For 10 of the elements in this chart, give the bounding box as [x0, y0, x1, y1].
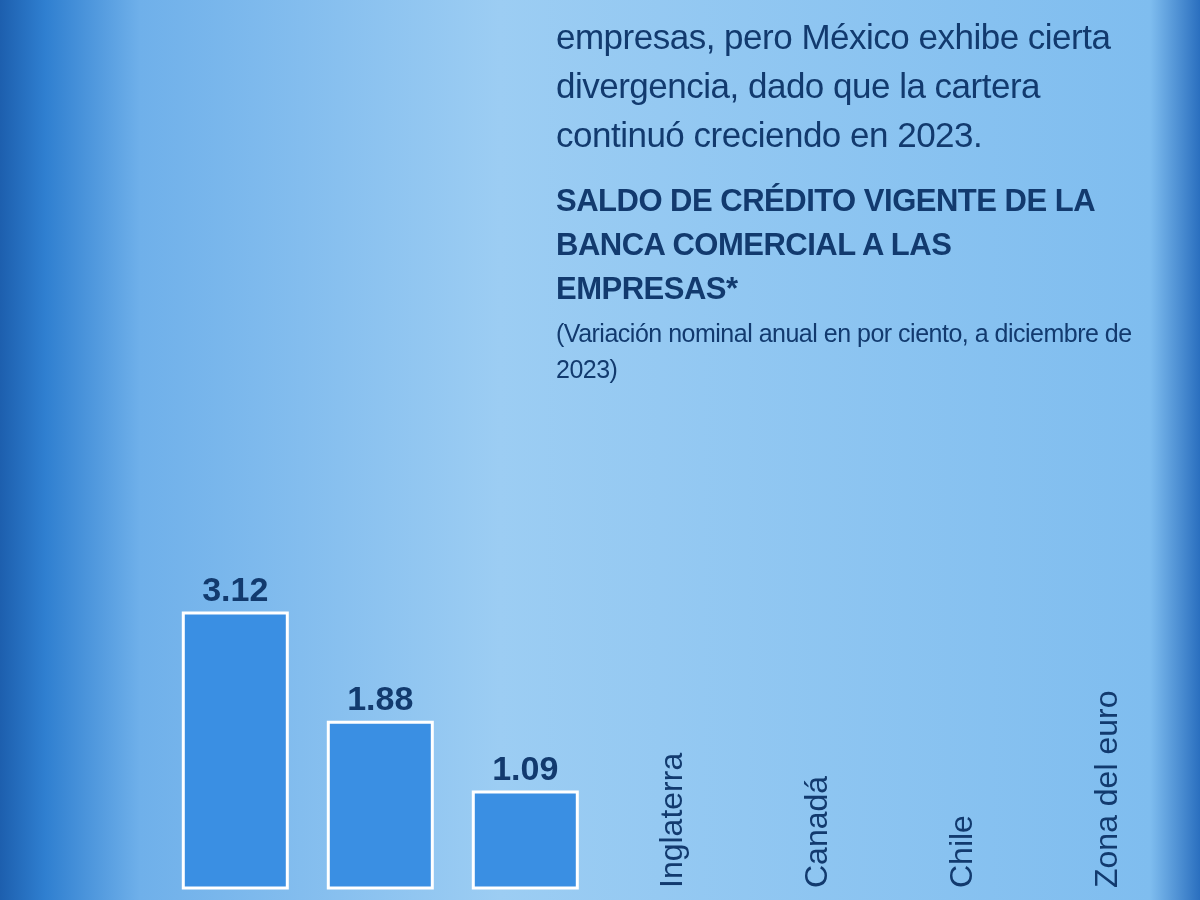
text: empresas, pero México exhibe cierta divergencia, dado que la cartera continuó creciendo en 2023.: [556, 16, 1112, 156]
chart-title: SALDO DE CRÉDITO VIGENTE DE LA BANCA COMERCIAL A LAS EMPRESAS*: [556, 182, 1096, 308]
x-tick-label: Chile: [942, 815, 979, 888]
x-tick-label: Canadá: [797, 775, 834, 888]
data-label: 3.12: [202, 570, 269, 608]
data-label: 1.09: [492, 748, 559, 787]
data-label: 1.88: [347, 679, 414, 718]
x-tick-label: Inglaterra: [652, 752, 689, 888]
x-tick-label: Zona del euro: [1087, 690, 1124, 888]
chart-subtitle: (Variación nominal anual en por ciento, a diciembre de 2023): [556, 318, 1133, 385]
